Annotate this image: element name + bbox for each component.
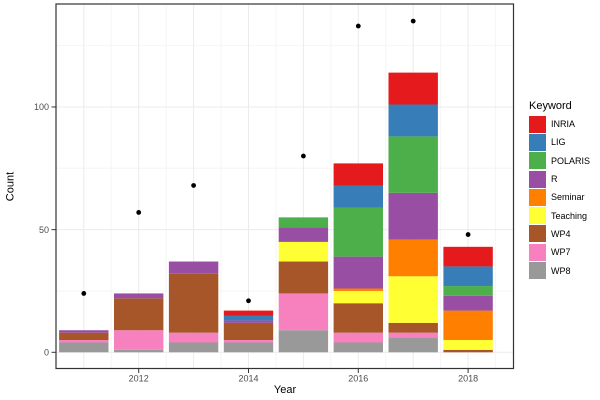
legend-key-swatch — [529, 262, 546, 280]
legend-key-swatch — [529, 243, 546, 261]
legend-label: LIG — [551, 137, 566, 148]
legend-entry-wp4: WP4 — [529, 225, 590, 243]
bar-segment-r-2011 — [59, 330, 109, 333]
bar-segment-wp8-2011 — [59, 342, 109, 353]
legend-entry-lig: LIG — [529, 133, 590, 151]
bar-segment-lig-2014 — [223, 315, 274, 321]
legend-entry-polaris: POLARIS — [529, 152, 590, 170]
yearly-total-dot-2016 — [355, 23, 361, 29]
bar-segment-wp4-2015 — [278, 261, 329, 294]
bar-segment-inria-2017 — [388, 72, 438, 105]
y-tick-label: 100 — [34, 102, 49, 112]
bar-segment-r-2016 — [333, 256, 383, 289]
legend-label: WP4 — [551, 228, 571, 239]
bar-segment-wp4-2013 — [168, 273, 219, 333]
bar-segment-polaris-2017 — [388, 136, 438, 193]
bar-segment-wp4-2017 — [388, 322, 438, 333]
bar-segment-wp4-2018 — [443, 349, 493, 353]
bar-segment-r-2014 — [223, 320, 274, 323]
bar-segment-wp7-2013 — [168, 332, 219, 343]
bar-segment-wp8-2016 — [333, 342, 383, 353]
bar-segment-wp8-2014 — [223, 342, 274, 353]
legend-label: POLARIS — [551, 155, 591, 166]
yearly-total-dot-2017 — [410, 18, 416, 24]
legend-entry-wp8: WP8 — [529, 261, 590, 280]
bar-segment-r-2012 — [114, 293, 164, 299]
bar-segment-wp8-2017 — [388, 337, 438, 353]
bar-segment-wp7-2011 — [59, 340, 109, 343]
bar-segment-seminar-2016 — [333, 288, 383, 291]
bar-segment-teaching-2016 — [333, 290, 383, 304]
bar-segment-inria-2016 — [333, 163, 383, 186]
panel-border — [55, 3, 515, 370]
legend-entry-teaching: Teaching — [529, 206, 590, 225]
y-axis-title: Count — [4, 171, 17, 202]
legend-key-swatch — [529, 207, 546, 225]
yearly-total-dot-2018 — [465, 232, 471, 237]
yearly-total-dot-2011 — [81, 291, 87, 296]
bar-segment-wp7-2016 — [333, 332, 383, 343]
bar-segment-inria-2018 — [443, 246, 493, 267]
legend-label: Teaching — [551, 210, 588, 221]
legend-key-swatch — [529, 115, 546, 133]
legend-entry-r: R — [529, 170, 590, 188]
legend-key-swatch — [529, 152, 546, 170]
bar-segment-polaris-2016 — [333, 207, 383, 257]
bar-segment-inria-2014 — [223, 310, 274, 316]
y-tick-label: 50 — [39, 225, 49, 235]
legend-label: WP8 — [551, 265, 571, 276]
bar-segment-wp7-2015 — [278, 293, 329, 331]
bar-segment-lig-2018 — [443, 266, 493, 287]
bar-segment-polaris-2015 — [278, 217, 329, 228]
x-tick-label: 2012 — [129, 374, 149, 384]
yearly-total-dot-2015 — [301, 153, 306, 159]
legend-label: WP7 — [551, 247, 571, 258]
bar-segment-seminar-2017 — [388, 239, 438, 277]
legend-entry-inria: INRIA — [529, 115, 590, 133]
yearly-total-dot-2013 — [191, 183, 197, 188]
bar-segment-lig-2016 — [333, 185, 383, 208]
bar-segment-teaching-2018 — [443, 340, 493, 350]
x-tick-label: 2018 — [458, 374, 478, 384]
bar-segment-wp8-2015 — [278, 330, 329, 353]
y-tick-label: 0 — [44, 348, 49, 358]
legend-label: Seminar — [551, 192, 585, 203]
bar-segment-wp8-2012 — [114, 349, 164, 353]
bar-segment-r-2013 — [168, 261, 219, 274]
bar-segment-r-2018 — [443, 295, 493, 311]
bar-segment-teaching-2017 — [388, 276, 438, 323]
yearly-total-dot-2012 — [136, 210, 142, 215]
bar-segment-wp7-2012 — [114, 330, 164, 350]
legend-key-swatch — [529, 225, 546, 243]
bar-segment-polaris-2018 — [443, 286, 493, 296]
bar-segment-wp4-2014 — [223, 322, 274, 341]
legend-key-swatch — [529, 133, 546, 151]
x-tick-label: 2014 — [238, 374, 258, 384]
legend-entry-wp7: WP7 — [529, 243, 590, 261]
legend-label: INRIA — [551, 119, 576, 130]
bar-segment-r-2015 — [278, 227, 329, 242]
legend-key-swatch — [529, 188, 546, 206]
bar-segment-teaching-2015 — [278, 241, 329, 262]
bar-segment-wp4-2012 — [114, 298, 164, 331]
bar-segment-wp4-2016 — [333, 303, 383, 333]
x-axis-title: Year — [273, 384, 297, 396]
bar-segment-wp8-2013 — [168, 342, 219, 353]
bar-segment-wp7-2014 — [223, 340, 274, 343]
x-tick-label: 2016 — [348, 374, 368, 384]
bar-segment-r-2017 — [388, 192, 438, 240]
legend-entries: INRIA LIG POLARIS R Seminar Teaching WP4 WP7 WP8 — [529, 115, 590, 280]
legend-title: Keyword — [529, 100, 572, 112]
bar-segment-seminar-2018 — [443, 310, 493, 341]
bar-segment-wp4-2011 — [59, 332, 109, 341]
legend-label: R — [551, 174, 558, 185]
legend-entry-seminar: Seminar — [529, 188, 590, 206]
bar-segment-wp7-2017 — [388, 332, 438, 338]
legend: Keyword INRIA LIG POLARIS R Seminar Teaching W… — [529, 99, 590, 280]
bar-segment-lig-2017 — [388, 104, 438, 137]
yearly-total-dot-2014 — [246, 298, 251, 304]
legend-key-swatch — [529, 170, 546, 188]
